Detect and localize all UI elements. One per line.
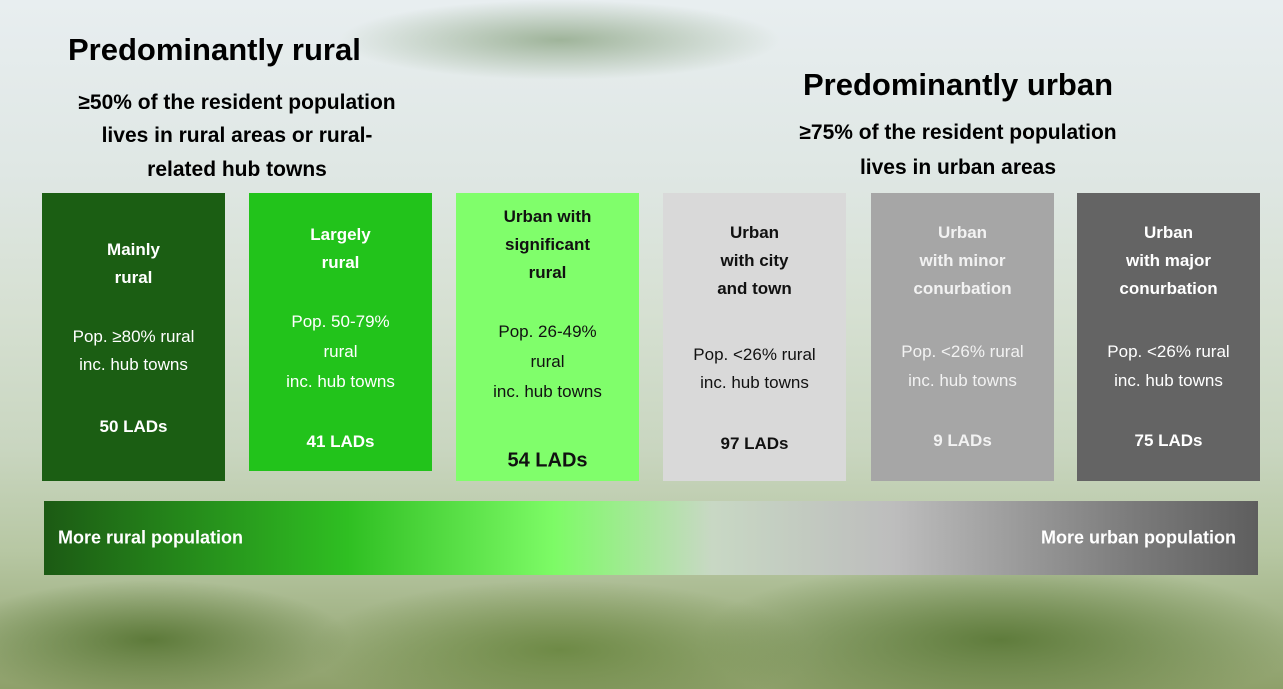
box-title-line: significant — [504, 235, 591, 254]
box-count: 54 LADs — [507, 449, 588, 472]
box-count: 75 LADs — [1134, 431, 1203, 450]
category-box — [663, 193, 846, 481]
gradient-scale: More rural population More urban populat… — [44, 501, 1258, 575]
box-title-line: Mainly — [107, 240, 160, 259]
box-title-line: Urban — [729, 223, 780, 242]
category-box — [1077, 193, 1260, 481]
box-title-line: conurbation — [913, 279, 1012, 298]
box-title-line: conurbation — [1119, 279, 1218, 298]
box-title-line: with city — [720, 251, 789, 270]
box-count: 41 LADs — [306, 432, 375, 451]
scale-left-label: More rural population — [58, 527, 244, 548]
box-description-line: inc. hub towns — [908, 371, 1017, 390]
box-title-line: rural — [528, 263, 567, 282]
box-title-line: rural — [114, 268, 153, 287]
box-description-line: Pop. 26-49% — [498, 322, 597, 341]
box-description-line: inc. hub towns — [700, 373, 809, 392]
box-description-line: Pop. <26% rural — [1107, 342, 1230, 361]
box-title-line: rural — [321, 253, 360, 272]
category-box — [42, 193, 225, 481]
category-box — [456, 193, 639, 481]
left-subtitle-line: lives in rural areas or rural- — [101, 124, 373, 147]
category-box — [249, 193, 432, 471]
box-description-line: rural — [530, 352, 565, 371]
box-title-line: Largely — [310, 225, 371, 244]
box-description-line: Pop. ≥80% rural — [72, 327, 195, 346]
box-count: 9 LADs — [933, 431, 992, 450]
left-subtitle-line: ≥50% of the resident population — [78, 91, 396, 114]
box-title-line: Urban — [937, 223, 988, 242]
box-count: 50 LADs — [99, 417, 168, 436]
box-description-line: inc. hub towns — [1114, 371, 1223, 390]
box-description-line: Pop. 50-79% — [291, 312, 390, 331]
right-title: Predominantly urban — [802, 67, 1114, 102]
right-subtitle-line: ≥75% of the resident population — [799, 121, 1117, 144]
box-description-line: inc. hub towns — [79, 355, 188, 374]
box-title-line: Urban — [1143, 223, 1194, 242]
right-subtitle-line: lives in urban areas — [859, 156, 1057, 179]
box-title-line: and town — [717, 279, 792, 298]
category-box — [871, 193, 1054, 481]
box-description-line: inc. hub towns — [493, 382, 602, 401]
left-title: Predominantly rural — [68, 32, 361, 67]
box-description-line: Pop. <26% rural — [901, 342, 1024, 361]
left-subtitle-line: related hub towns — [147, 158, 327, 181]
box-description-line: rural — [323, 342, 358, 361]
box-title-line: Urban with — [503, 207, 592, 226]
box-description-line: inc. hub towns — [286, 372, 395, 391]
box-count: 97 LADs — [720, 434, 789, 453]
box-title-line: with major — [1125, 251, 1212, 270]
box-title-line: with minor — [919, 251, 1006, 270]
box-description-line: Pop. <26% rural — [693, 345, 816, 364]
scale-right-label: More urban population — [1041, 527, 1236, 548]
